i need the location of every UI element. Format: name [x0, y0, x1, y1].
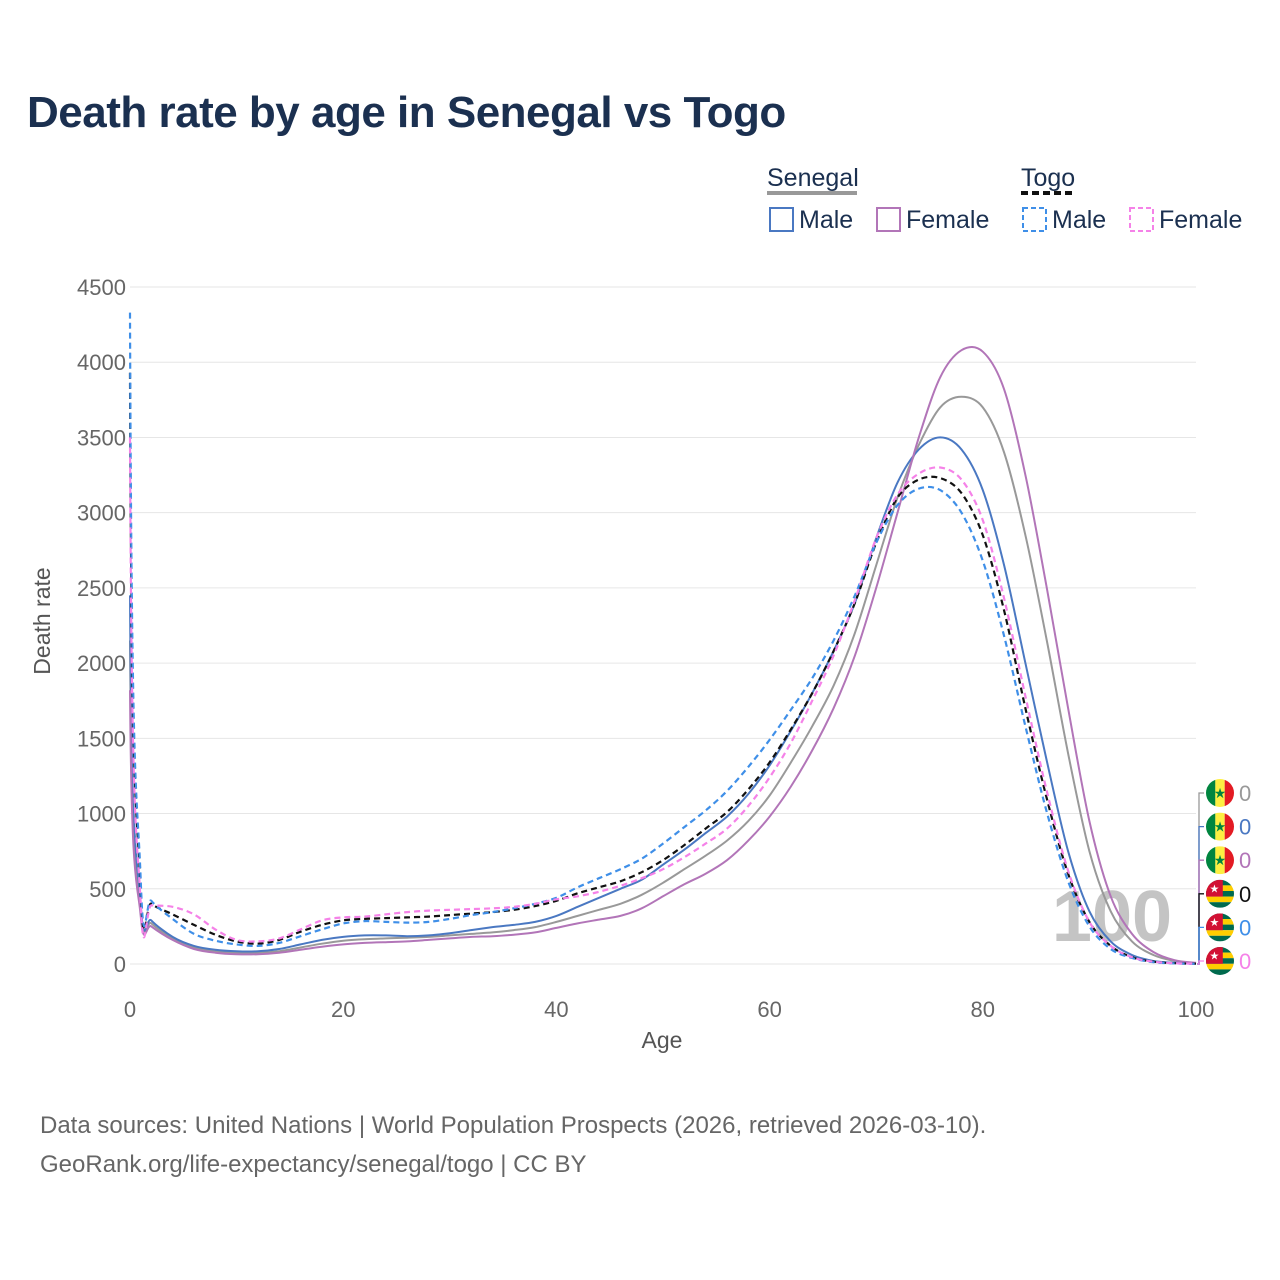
y-tick-label: 2500: [77, 576, 126, 601]
grid-lines: [130, 286, 1196, 965]
legend-swatch-togo-male[interactable]: [1022, 207, 1047, 232]
x-tick-labels: 0 20 40 60 80 100: [124, 997, 1214, 1022]
x-tick-label: 100: [1178, 997, 1215, 1022]
end-marker-togo-female: ★ 0: [1197, 947, 1251, 975]
y-tick-label: 4000: [77, 350, 126, 375]
y-tick-label: 1000: [77, 802, 126, 827]
x-tick-label: 60: [757, 997, 781, 1022]
chart-title: Death rate by age in Senegal vs Togo: [27, 88, 786, 137]
y-tick-label: 3000: [77, 501, 126, 526]
legend-swatch-senegal-female[interactable]: [876, 207, 901, 232]
end-value-label: 0: [1239, 815, 1251, 840]
x-tick-label: 20: [331, 997, 355, 1022]
end-value-label: 0: [1239, 848, 1251, 873]
series-line-togo-female[interactable]: [128, 437, 1197, 965]
y-tick-label: 3500: [77, 425, 126, 450]
series-line-senegal-total[interactable]: [129, 395, 1197, 965]
end-value-label: 0: [1239, 915, 1251, 940]
x-tick-label: 40: [544, 997, 568, 1022]
legend-label-togo-male[interactable]: Male: [1052, 206, 1106, 234]
end-marker-senegal-male: ★ 0: [1197, 812, 1251, 965]
svg-text:★: ★: [1209, 882, 1219, 895]
end-marker-togo-male: ★ 0: [1197, 913, 1251, 965]
series-line-togo-male[interactable]: [128, 312, 1197, 965]
end-connector: [1197, 825, 1204, 965]
y-tick-labels: 0 500 1000 1500 2000 2500 3000 3500 4000 4500: [77, 275, 126, 977]
x-tick-label: 80: [971, 997, 995, 1022]
end-connector: [1197, 893, 1204, 965]
footer-link[interactable]: GeoRank.org/life-expectancy/senegal/togo…: [40, 1151, 587, 1178]
senegal-flag-icon: ★: [1206, 812, 1234, 841]
senegal-flag-icon: ★: [1206, 846, 1234, 875]
y-tick-label: 4500: [77, 275, 126, 300]
end-value-label: 0: [1239, 882, 1251, 907]
legend-swatch-togo-female[interactable]: [1129, 207, 1154, 232]
end-connector: [1197, 926, 1204, 965]
togo-flag-icon: ★: [1206, 879, 1234, 908]
svg-text:★: ★: [1214, 820, 1227, 836]
legend: Senegal Male Female Togo Male Female: [767, 164, 1242, 234]
end-value-label: 0: [1239, 949, 1251, 974]
y-tick-label: 0: [114, 952, 126, 977]
legend-group-title: Togo: [1021, 164, 1075, 192]
series-lines: [128, 312, 1197, 965]
footer-sources: Data sources: United Nations | World Pop…: [40, 1112, 987, 1139]
end-connector: [1197, 859, 1204, 965]
end-connector: [1197, 960, 1204, 965]
y-tick-label: 2000: [77, 651, 126, 676]
legend-group-title: Senegal: [767, 164, 859, 192]
senegal-flag-icon: ★: [1206, 779, 1234, 807]
togo-flag-icon: ★: [1206, 947, 1234, 975]
svg-text:★: ★: [1209, 916, 1219, 929]
legend-group-senegal[interactable]: Senegal Male Female: [767, 164, 989, 234]
footer: Data sources: United Nations | World Pop…: [40, 1106, 986, 1184]
legend-group-togo[interactable]: Togo Male Female: [1021, 164, 1242, 234]
end-value-label: 0: [1239, 781, 1251, 806]
y-tick-label: 1500: [77, 726, 126, 751]
svg-text:★: ★: [1214, 786, 1227, 802]
series-line-senegal-male[interactable]: [129, 436, 1197, 965]
end-connector: [1197, 792, 1204, 965]
year-watermark: 100: [1052, 877, 1172, 957]
x-tick-label: 0: [124, 997, 136, 1022]
legend-label-senegal-female[interactable]: Female: [906, 206, 989, 234]
svg-text:★: ★: [1214, 853, 1227, 869]
legend-label-senegal-male[interactable]: Male: [799, 206, 853, 234]
series-line-togo-total[interactable]: [128, 372, 1197, 965]
legend-label-togo-female[interactable]: Female: [1159, 206, 1242, 234]
x-axis-title: Age: [642, 1027, 683, 1053]
end-markers: ★ 0★ 0★ 0★ 0★ 0★ 0: [1197, 779, 1251, 975]
end-marker-togo-total: ★ 0: [1197, 879, 1251, 965]
legend-swatch-senegal-male[interactable]: [769, 207, 794, 232]
svg-text:★: ★: [1209, 950, 1219, 963]
series-line-senegal-female[interactable]: [129, 346, 1197, 964]
y-tick-label: 500: [89, 877, 126, 902]
y-axis-title: Death rate: [29, 567, 55, 674]
togo-flag-icon: ★: [1206, 913, 1234, 942]
